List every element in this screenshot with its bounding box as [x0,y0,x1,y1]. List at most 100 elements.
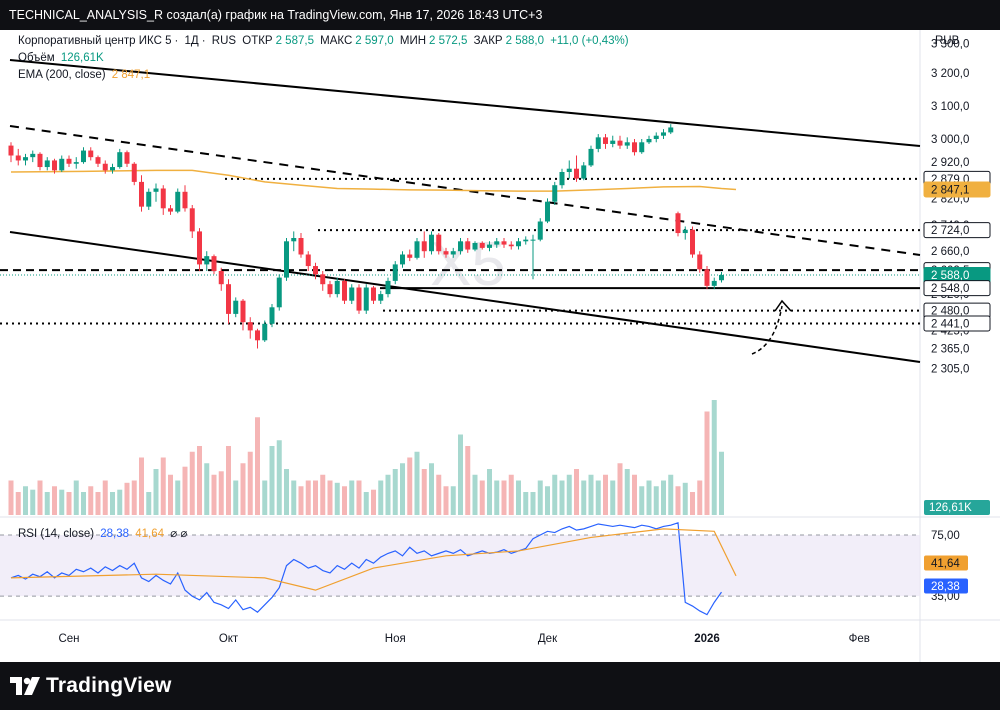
time-axis-label: Фев [849,633,870,645]
volume-bar [385,474,391,515]
candle-body [371,287,376,301]
volume-bar [356,480,362,515]
high-label: МАКС [320,35,353,47]
volume-bar [153,469,159,515]
candle-body [153,188,159,192]
candle-body [421,241,427,252]
candle-body [581,165,587,179]
price-label-box [923,181,991,198]
volume-bar [349,480,355,515]
volume-bar [668,474,674,515]
time-axis-label: Сен [58,633,79,645]
candle-body [139,181,144,207]
price-tick-label: 3 300,0 [931,38,969,50]
volume-bar [458,434,463,515]
volume-bar [247,451,253,515]
candle-body [624,142,630,146]
volume-bar [44,492,50,515]
candle-body [639,142,645,153]
change-value: +11,0 (+0,43%) [550,35,629,47]
time-axis-label: Дек [538,633,558,645]
volume-bar [204,463,210,515]
candle-body [356,287,362,311]
candle-body [719,274,724,281]
volume-bar [124,482,130,515]
footer: TradingView [0,662,1000,710]
volume-bar [313,480,318,515]
rsi-legend-label: RSI (14, close) [18,528,95,540]
chart-header: TECHNICAL_ANALYSIS_R создал(а) график на… [0,0,1000,30]
price-label-text: 2 441,0 [931,318,969,330]
candle-body [407,254,413,258]
ema-legend-value: 2 847,1 [111,69,151,81]
tradingview-logo[interactable]: TradingView [10,674,172,698]
volume-bar [59,489,65,515]
candle-body [661,132,666,136]
candle-body [523,239,529,242]
volume-label-text: 126,61K [929,502,972,514]
volume-bar [102,480,108,515]
symbol-interval: 1Д [184,35,199,47]
candle-body [175,191,181,212]
candle-body [189,208,195,232]
volume-bar [175,480,181,515]
rsi-hidden-icon[interactable]: ⌀ ⌀ [170,528,188,540]
rsi-ma-line [10,528,737,591]
volume-bar [690,492,695,515]
candle-body [385,280,391,295]
price-tick-label: 2 365,0 [931,344,969,356]
price-label-text: 2 847,1 [931,184,969,196]
volume-bar [472,474,478,515]
candle-body [226,284,231,314]
rsi-tick-label: 35,00 [931,591,960,603]
time-axis-label: 2026 [694,633,720,645]
volume-bar [168,474,173,515]
volume-bar [73,480,79,515]
ema-line [10,169,737,192]
rsi-legend: RSI (14, close) 28,38 41,64 ⌀ ⌀ [18,526,190,540]
candle-body [508,244,514,247]
volume-bar [284,469,289,515]
candle-body [436,234,442,252]
candle-body [711,280,717,286]
volume-bar [363,492,369,515]
volume-bar [15,492,21,515]
candle-body [610,140,616,144]
price-tick-label: 3 200,0 [931,68,969,80]
candle-body [305,254,311,267]
forecast-arrowhead [774,299,792,312]
volume-bar [197,446,202,515]
volume-bar [189,451,195,515]
candle-body [37,153,43,168]
candle-body [487,244,492,248]
currency-label[interactable]: RUB [935,35,960,47]
trend-line-upper [9,59,921,147]
candle-body [276,277,282,308]
candle-body [501,241,507,245]
candle-body [110,167,115,171]
candle-body [298,238,304,255]
candle-body [450,251,456,255]
candle-body [117,152,123,168]
symbol-name: Корпоративный центр ИКС 5 [18,35,172,47]
candle-body [617,140,623,146]
candle-body [414,241,420,258]
volume-bar [719,451,724,515]
volume-bar [233,480,239,515]
candle-body [690,229,695,255]
candle-body [52,160,57,171]
volume-bar [487,469,492,515]
symbol-legend: Корпоративный центр ИКС 5 · 1Д · RUS ОТКР 2… [18,35,629,47]
candle-body [15,155,21,161]
volume-bar [661,480,666,515]
volume-bar [320,474,326,515]
candle-body [8,145,14,156]
candle-body [182,191,188,209]
open-label: ОТКР [242,35,273,47]
candle-body [262,323,268,341]
candle-body [102,163,108,171]
chart-svg[interactable]: X53 300,03 200,03 100,03 000,02 920,02 8… [0,30,1000,662]
price-label-text: 2 548,0 [931,283,969,295]
volume-bar [704,411,710,515]
rsi-label-text: 28,38 [931,581,960,593]
